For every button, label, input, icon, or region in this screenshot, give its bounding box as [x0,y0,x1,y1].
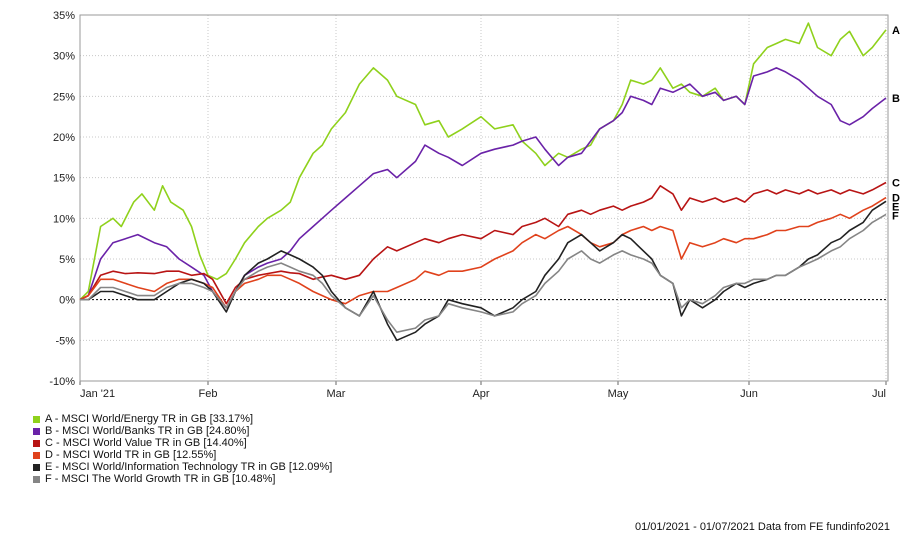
x-tick-label: Jul [872,388,886,400]
series-line-a [79,22,887,301]
x-tick-label: Feb [199,388,218,400]
legend-swatch [33,475,40,483]
legend-item: E - MSCI World/Information Technology TR… [33,461,332,473]
legend-label: E - MSCI World/Information Technology TR… [45,461,333,473]
y-tick-label: -10% [49,376,75,388]
legend-item: F - MSCI The World Growth TR in GB [10.4… [33,473,332,485]
legend-label: F - MSCI The World Growth TR in GB [10.4… [45,473,276,485]
series-line-f [80,213,887,334]
line-chart: 35% 30% 25% 20% 15% 10% 5% 0% -5% -10% Jan '21 Feb M… [49,10,900,400]
x-tick-label: Mar [327,388,346,400]
legend-item: A - MSCI World/Energy TR in GB [33.17%] [33,413,332,425]
legend-label: D - MSCI World TR in GB [12.55%] [45,449,217,461]
legend-swatch [33,463,40,471]
series-lines [79,22,887,342]
axes: 35% 30% 25% 20% 15% 10% 5% 0% -5% -10% Jan '21 Feb M… [49,10,889,400]
series-end-label-c: C [892,178,900,190]
x-tick-label: Jan '21 [80,388,115,400]
y-tick-label: 25% [53,91,75,103]
legend-item: D - MSCI World TR in GB [12.55%] [33,449,332,461]
y-tick-label: 5% [59,254,75,266]
y-tick-label: 30% [53,51,75,63]
chart-legend: A - MSCI World/Energy TR in GB [33.17%] B… [33,413,332,485]
legend-label: C - MSCI World Value TR in GB [14.40%] [45,437,247,449]
series-end-label-e: E [892,202,899,214]
legend-item: C - MSCI World Value TR in GB [14.40%] [33,437,332,449]
series-end-label-a: A [892,25,900,37]
legend-swatch [33,439,40,447]
y-tick-label: -5% [55,335,75,347]
x-tick-label: Jun [740,388,758,400]
y-tick-label: 0% [59,295,75,307]
legend-item: B - MSCI World/Banks TR in GB [24.80%] [33,425,332,437]
series-end-label-b: B [892,93,900,105]
legend-label: A - MSCI World/Energy TR in GB [33.17%] [45,413,254,425]
y-tick-label: 10% [53,213,75,225]
y-tick-label: 15% [53,173,75,185]
source-note: 01/01/2021 - 01/07/2021 Data from FE fun… [634,521,890,533]
series-line-e [80,200,887,342]
y-tick-label: 35% [53,10,75,22]
legend-swatch [33,415,40,423]
series-end-label-d: D [892,193,900,205]
gridlines [79,14,888,382]
series-line-c [79,181,887,305]
legend-swatch [33,451,40,459]
plot-frame [79,14,889,382]
series-line-d [79,196,887,309]
series-line-b [79,67,887,309]
legend-swatch [33,427,40,435]
x-tick-label: Apr [472,388,489,400]
x-tick-label: May [608,388,629,400]
y-tick-label: 20% [53,132,75,144]
legend-label: B - MSCI World/Banks TR in GB [24.80%] [45,425,250,437]
series-end-label-f: F [892,211,899,223]
